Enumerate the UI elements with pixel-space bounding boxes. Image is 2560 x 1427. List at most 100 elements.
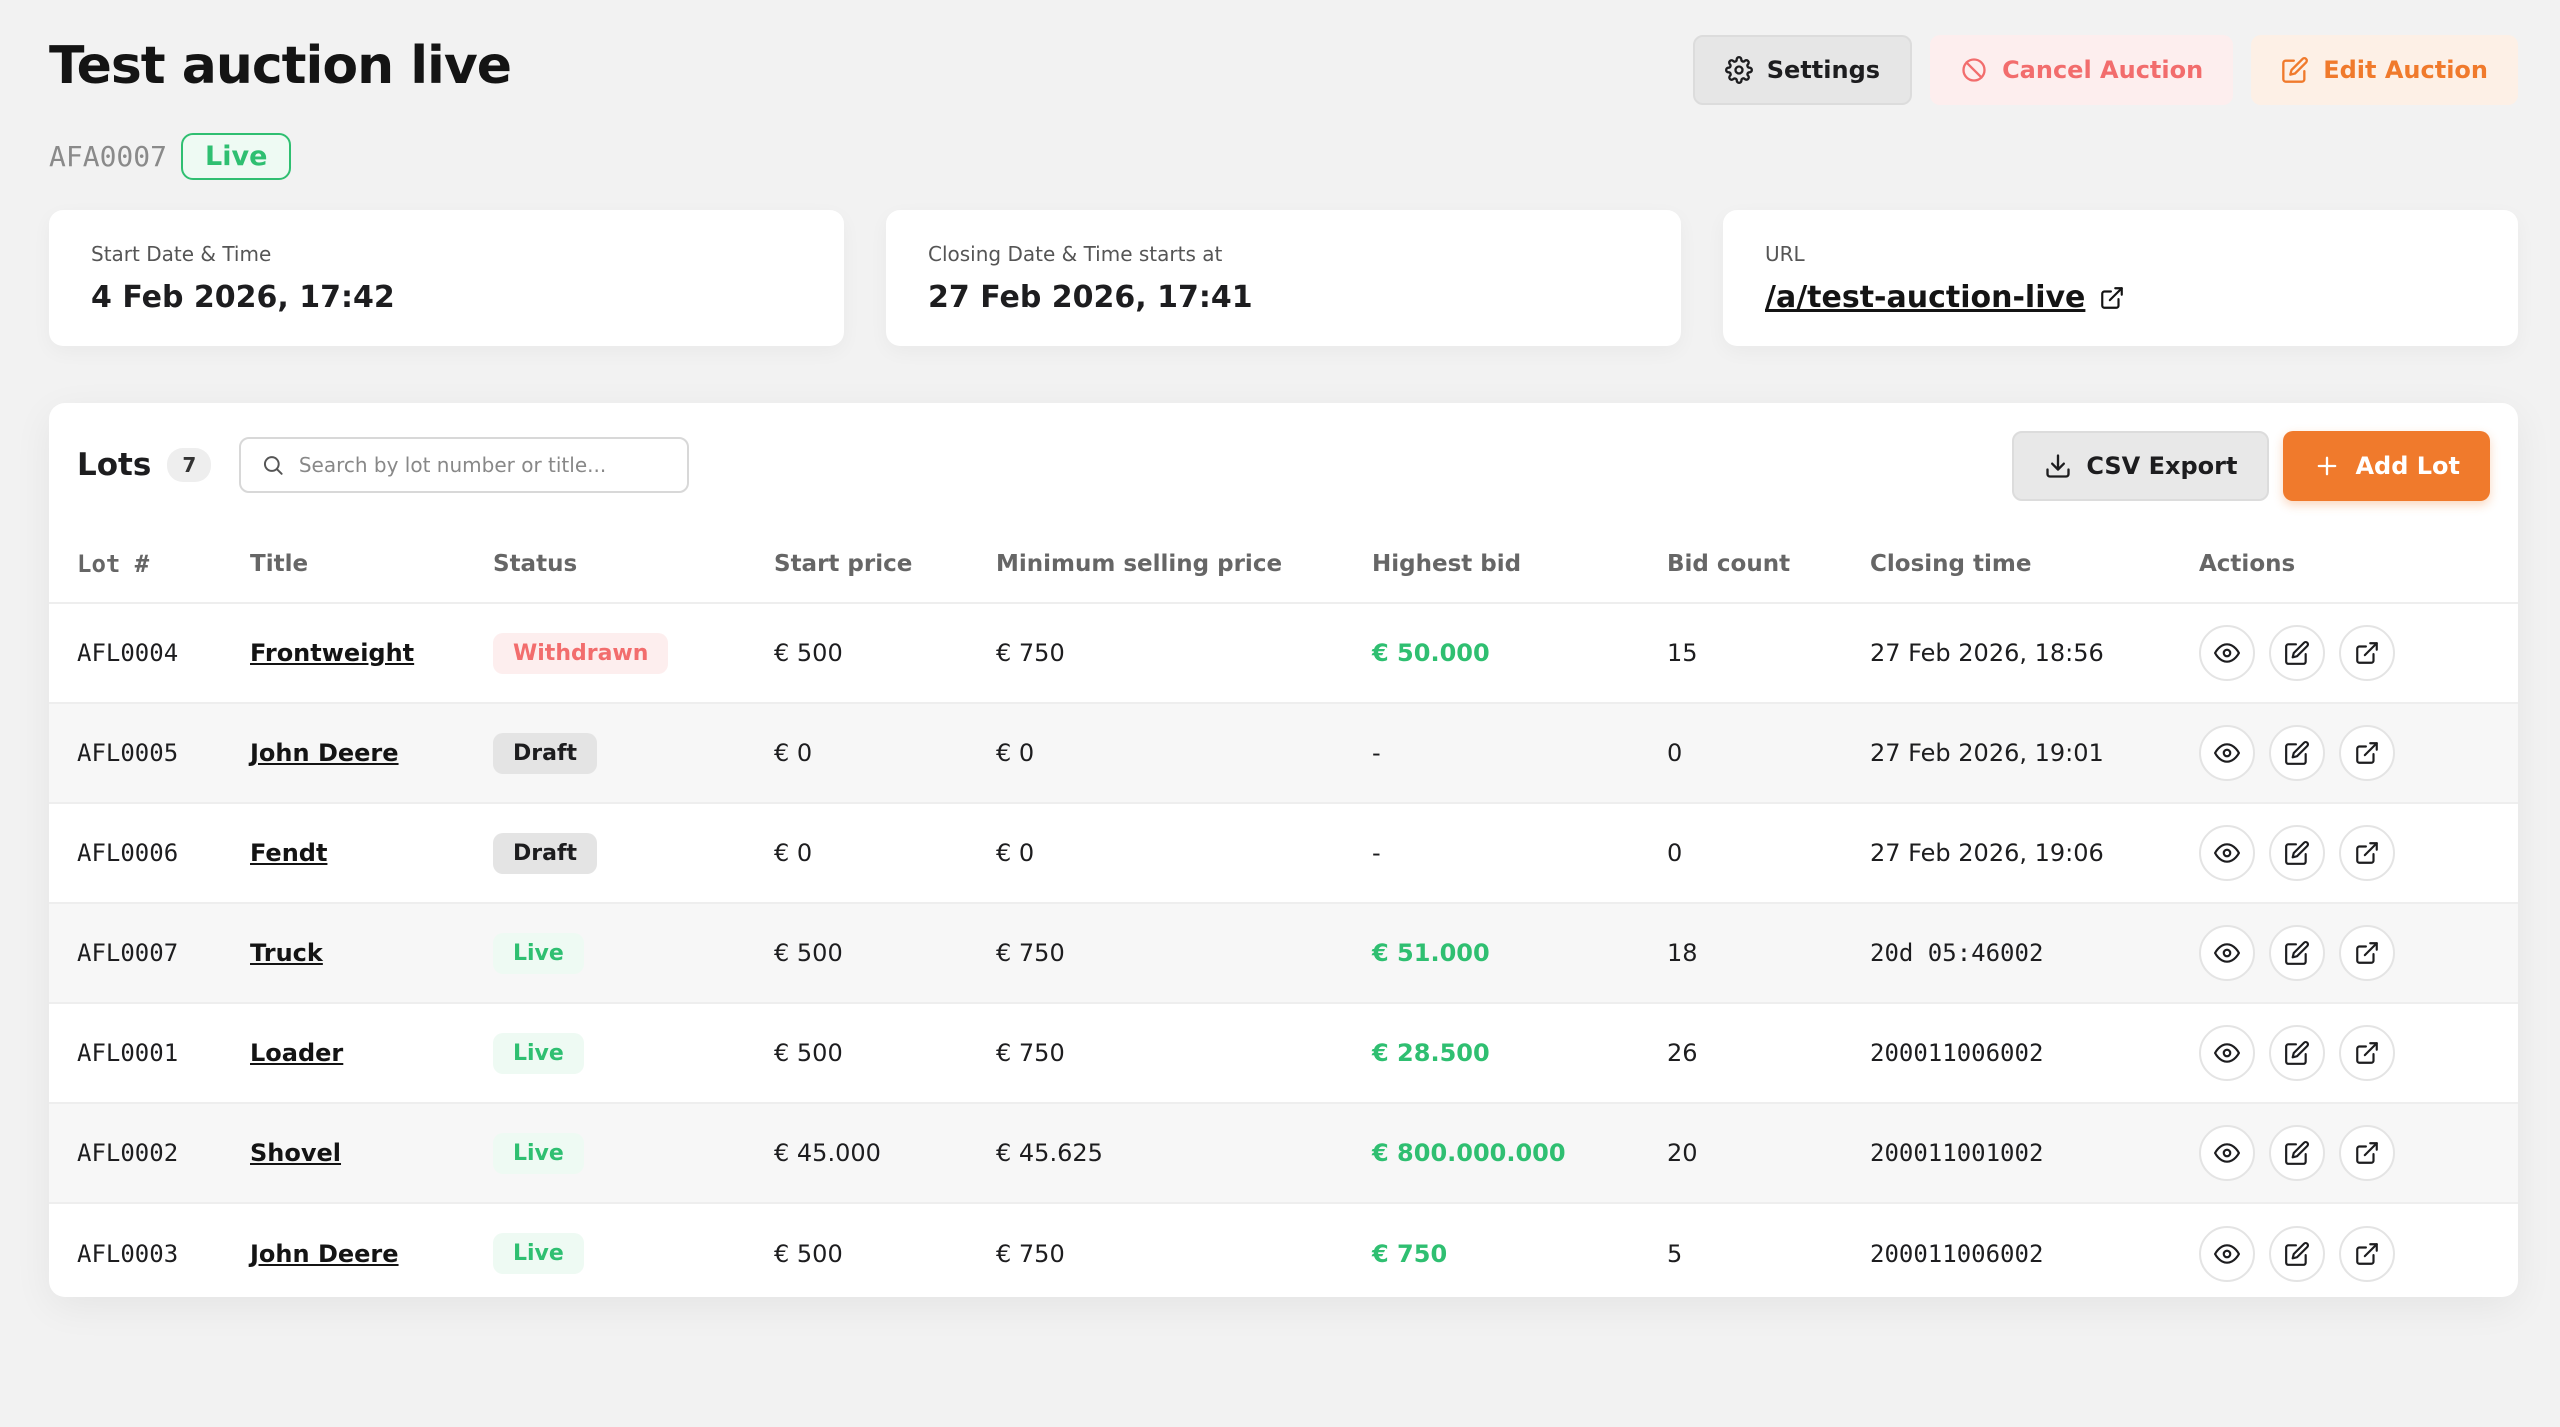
- lot-minimum-price: € 0: [996, 703, 1372, 804]
- external-link-icon: [2356, 642, 2378, 664]
- lot-status-badge: Draft: [493, 732, 598, 774]
- column-header-lot[interactable]: Lot #: [49, 526, 250, 604]
- header-actions: Settings Cancel Auction Edit Auction: [1692, 35, 2518, 105]
- lot-minimum-price: € 45.625: [996, 1103, 1372, 1204]
- view-lot-button[interactable]: [2199, 1225, 2255, 1282]
- column-header-status[interactable]: Status: [493, 526, 774, 604]
- view-lot-button[interactable]: [2199, 1025, 2255, 1081]
- lot-actions: [2199, 625, 2518, 681]
- edit-icon: [2285, 841, 2309, 865]
- eye-icon: [2214, 743, 2240, 763]
- column-header-minimum-selling-price[interactable]: Minimum selling price: [996, 526, 1372, 604]
- settings-button[interactable]: Settings: [1692, 35, 1913, 105]
- view-lot-button[interactable]: [2199, 725, 2255, 781]
- lot-number: AFL0006: [49, 803, 250, 904]
- external-link-icon: [2356, 1142, 2378, 1164]
- search-box[interactable]: [239, 437, 690, 493]
- lot-status-cell: Live: [493, 1103, 774, 1204]
- lot-status-cell: Live: [493, 1203, 774, 1297]
- lot-title-link[interactable]: John Deere: [250, 739, 399, 767]
- lot-title-link[interactable]: Frontweight: [250, 639, 415, 667]
- open-lot-button[interactable]: [2339, 1125, 2395, 1181]
- lot-actions: [2199, 1125, 2518, 1181]
- lot-actions: [2199, 725, 2518, 781]
- table-row: AFL0004 Frontweight Withdrawn € 500 € 75…: [49, 603, 2518, 704]
- url-row: /a/test-auction-live: [1765, 280, 2476, 315]
- open-lot-button[interactable]: [2339, 625, 2395, 681]
- lot-closing-time: 200011001002: [1870, 1103, 2199, 1204]
- eye-icon: [2214, 1043, 2240, 1063]
- view-lot-button[interactable]: [2199, 625, 2255, 681]
- search-input[interactable]: [298, 453, 668, 477]
- lot-title-link[interactable]: Loader: [250, 1039, 344, 1067]
- lot-status-cell: Withdrawn: [493, 603, 774, 704]
- lot-title-link[interactable]: Fendt: [250, 839, 328, 867]
- column-header-start-price[interactable]: Start price: [774, 526, 996, 604]
- lot-closing-time: 27 Feb 2026, 19:06: [1870, 803, 2199, 904]
- lot-title-link[interactable]: Truck: [250, 939, 323, 967]
- column-header-closing-time[interactable]: Closing time: [1870, 526, 2199, 604]
- lot-bid-count: 18: [1667, 903, 1870, 1004]
- open-lot-button[interactable]: [2339, 1225, 2395, 1282]
- lots-table: Lot # Title Status Start price Minimum s…: [49, 526, 2518, 1297]
- lot-title-link[interactable]: Shovel: [250, 1139, 342, 1167]
- table-row: AFL0006 Fendt Draft € 0 € 0 - 0 27 Feb 2…: [49, 803, 2518, 904]
- view-lot-button[interactable]: [2199, 825, 2255, 881]
- edit-icon: [2285, 641, 2309, 665]
- column-header-highest-bid[interactable]: Highest bid: [1372, 526, 1667, 604]
- cancel-auction-label: Cancel Auction: [2002, 56, 2204, 84]
- open-lot-button[interactable]: [2339, 825, 2395, 881]
- edit-lot-button[interactable]: [2269, 625, 2325, 681]
- table-row: AFL0007 Truck Live € 500 € 750 € 51.000 …: [49, 903, 2518, 1004]
- add-lot-button[interactable]: Add Lot: [2283, 431, 2490, 501]
- external-link-icon: [2356, 942, 2378, 964]
- plus-icon: [2318, 456, 2337, 476]
- lot-number: AFL0002: [49, 1103, 250, 1204]
- csv-export-button[interactable]: CSV Export: [2012, 431, 2270, 501]
- cancel-auction-button[interactable]: Cancel Auction: [1930, 35, 2234, 105]
- lot-title-link[interactable]: John Deere: [250, 1239, 399, 1268]
- lot-status-cell: Live: [493, 903, 774, 1004]
- lot-status-cell: Draft: [493, 703, 774, 804]
- edit-auction-button[interactable]: Edit Auction: [2251, 35, 2518, 105]
- auction-url-link[interactable]: /a/test-auction-live: [1765, 280, 2086, 315]
- column-header-bid-count[interactable]: Bid count: [1667, 526, 1870, 604]
- edit-icon: [2285, 1041, 2309, 1065]
- external-link-icon[interactable]: [2099, 285, 2125, 311]
- lot-actions-cell: [2199, 703, 2518, 804]
- column-header-title[interactable]: Title: [250, 526, 493, 604]
- lot-start-price: € 0: [774, 703, 996, 804]
- lot-number: AFL0005: [49, 703, 250, 804]
- lot-start-price: € 45.000: [774, 1103, 996, 1204]
- settings-label: Settings: [1766, 56, 1881, 84]
- ban-icon: [1962, 58, 1986, 82]
- lot-minimum-price: € 0: [996, 803, 1372, 904]
- lot-highest-bid: € 750: [1372, 1239, 1448, 1268]
- lot-bid-count: 5: [1667, 1239, 1683, 1268]
- start-date-card: Start Date & Time 4 Feb 2026, 17:42: [49, 210, 844, 346]
- page-title: Test auction live: [49, 36, 512, 96]
- external-link-icon: [2356, 742, 2378, 764]
- open-lot-button[interactable]: [2339, 725, 2395, 781]
- lot-title-cell: John Deere: [250, 703, 493, 804]
- view-lot-button[interactable]: [2199, 925, 2255, 981]
- lot-title-cell: Shovel: [250, 1103, 493, 1204]
- eye-icon: [2214, 1143, 2240, 1163]
- edit-lot-button[interactable]: [2269, 1125, 2325, 1181]
- lot-minimum-price: € 750: [996, 1239, 1065, 1268]
- edit-lot-button[interactable]: [2269, 1025, 2325, 1081]
- lot-actions-cell: [2199, 1103, 2518, 1204]
- lot-start-price: € 500: [774, 603, 996, 704]
- open-lot-button[interactable]: [2339, 1025, 2395, 1081]
- lot-highest-bid: -: [1372, 803, 1667, 904]
- lot-actions-cell: [2199, 903, 2518, 1004]
- lot-title-cell: Loader: [250, 1003, 493, 1104]
- edit-lot-button[interactable]: [2269, 725, 2325, 781]
- edit-lot-button[interactable]: [2269, 825, 2325, 881]
- view-lot-button[interactable]: [2199, 1125, 2255, 1181]
- edit-auction-label: Edit Auction: [2323, 56, 2488, 84]
- edit-lot-button[interactable]: [2269, 925, 2325, 981]
- open-lot-button[interactable]: [2339, 925, 2395, 981]
- edit-lot-button[interactable]: [2269, 1225, 2325, 1282]
- lot-status-badge: Live: [493, 932, 584, 974]
